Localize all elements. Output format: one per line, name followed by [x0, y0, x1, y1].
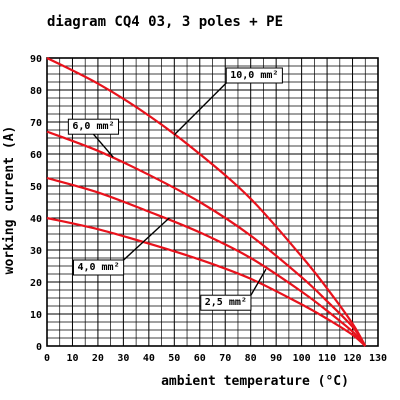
y-tick-label: 90 [30, 54, 42, 65]
callout-leader [123, 217, 170, 261]
x-tick-label: 10 [66, 353, 78, 364]
callout-box [72, 259, 125, 276]
x-axis-label: ambient temperature (°C) [161, 374, 349, 389]
x-tick-label: 0 [44, 353, 50, 364]
series-line-1 [46, 57, 367, 347]
x-tick-label: 40 [143, 353, 155, 364]
y-tick-label: 30 [30, 246, 42, 257]
series-line-4 [46, 216, 367, 347]
callout-box [67, 118, 120, 135]
series-lines [46, 57, 367, 347]
series-line-2 [46, 130, 367, 347]
x-tick-label: 30 [117, 353, 129, 364]
callout-leader [92, 133, 114, 158]
callout-leader [173, 82, 227, 136]
x-tick-label: 50 [168, 353, 180, 364]
y-tick-label: 20 [30, 278, 42, 289]
y-tick-label: 80 [30, 86, 42, 97]
callout-3: 4,0 mm² [72, 217, 170, 276]
x-tick-label: 90 [270, 353, 282, 364]
y-tick-label: 50 [30, 182, 42, 193]
x-tick-label: 110 [318, 353, 336, 364]
y-tick-label: 0 [36, 342, 42, 353]
x-tick-label: 130 [369, 353, 387, 364]
y-tick-label: 10 [30, 310, 42, 321]
series-label-3: 4,0 mm² [77, 262, 119, 273]
callout-leader [250, 268, 267, 296]
series-label-2: 6,0 mm² [72, 121, 114, 132]
y-tick-label: 70 [30, 118, 42, 129]
series-label-4: 2,5 mm² [205, 297, 247, 308]
series-line-3 [46, 176, 367, 347]
x-tick-label: 60 [194, 353, 206, 364]
y-tick-label: 40 [30, 214, 42, 225]
callout-2: 6,0 mm² [67, 118, 120, 158]
callout-4: 2,5 mm² [200, 268, 267, 311]
x-tick-label: 70 [219, 353, 231, 364]
x-tick-label: 100 [293, 353, 311, 364]
x-tick-label: 80 [245, 353, 257, 364]
series-label-1: 10,0 mm² [230, 70, 278, 81]
callout-box [225, 67, 283, 84]
y-tick-label: 60 [30, 150, 42, 161]
x-tick-label: 20 [92, 353, 104, 364]
y-axis-label: working current (A) [2, 126, 17, 275]
chart-title: diagram CQ4 03, 3 poles + PE [47, 14, 283, 30]
callout-box [200, 294, 252, 311]
series-callouts: 10,0 mm² 6,0 mm² 4,0 mm² 2,5 mm² [67, 67, 283, 311]
plot-frame [46, 57, 379, 347]
callout-1: 10,0 mm² [173, 67, 283, 136]
tick-labels: 0 10 20 30 40 50 60 70 80 90 100 110 120 130 0 10 20 30 40… [30, 54, 387, 364]
x-tick-label: 120 [344, 353, 362, 364]
